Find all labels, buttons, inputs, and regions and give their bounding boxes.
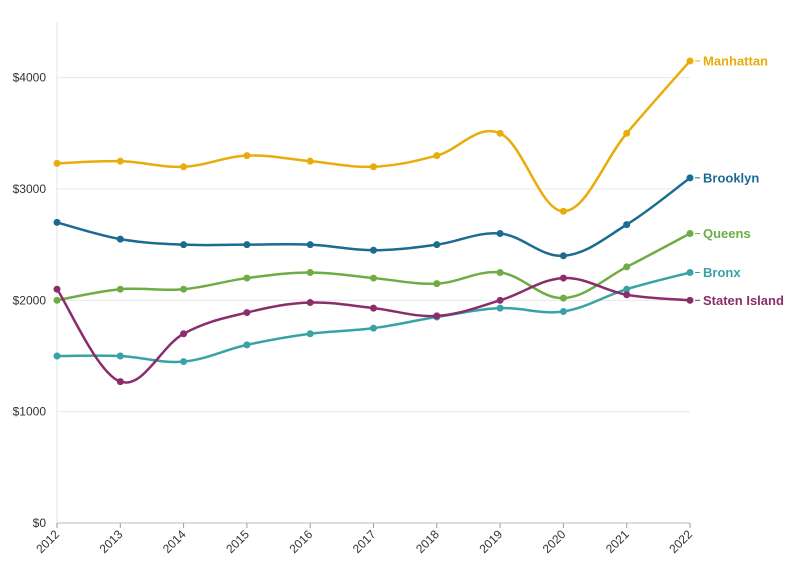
x-tick-label: 2022 <box>666 527 695 556</box>
data-point-brooklyn <box>306 241 314 249</box>
series-line-staten-island <box>55 276 692 384</box>
series-label-manhattan: Manhattan <box>703 53 768 68</box>
data-point-manhattan <box>686 57 694 65</box>
data-point-manhattan <box>306 157 314 165</box>
data-point-bronx <box>180 358 188 366</box>
series-brooklyn <box>53 174 694 260</box>
x-tick-label: 2018 <box>413 527 442 556</box>
series-bronx <box>53 269 694 366</box>
data-point-queens <box>180 285 188 293</box>
data-point-brooklyn <box>623 221 631 229</box>
series-line-manhattan <box>55 59 692 213</box>
data-point-queens <box>306 269 314 276</box>
data-point-queens <box>559 294 567 302</box>
data-point-manhattan <box>370 163 377 171</box>
data-point-brooklyn <box>116 235 124 243</box>
data-point-staten-island <box>180 330 188 338</box>
data-point-queens <box>623 263 631 271</box>
data-point-brooklyn <box>243 241 251 249</box>
data-point-manhattan <box>496 129 504 137</box>
data-point-brooklyn <box>686 174 694 182</box>
series-label-queens: Queens <box>703 226 751 241</box>
series-queens <box>53 230 694 304</box>
data-point-staten-island <box>559 274 567 282</box>
data-point-staten-island <box>243 309 251 317</box>
data-point-queens <box>370 274 377 282</box>
data-point-queens <box>53 296 61 304</box>
data-point-manhattan <box>559 207 567 215</box>
series-label-staten-island: Staten Island <box>703 293 784 308</box>
data-point-bronx <box>53 352 61 360</box>
data-point-brooklyn <box>559 252 567 260</box>
data-point-staten-island <box>116 378 124 386</box>
series-labels: Manhattan Brooklyn Queens Bronx Staten Islan… <box>695 53 784 308</box>
x-tick-label: 2020 <box>540 527 569 556</box>
data-point-bronx <box>559 307 567 315</box>
data-point-bronx <box>496 304 504 312</box>
data-point-bronx <box>686 269 694 276</box>
data-point-staten-island <box>53 285 61 293</box>
data-point-manhattan <box>623 129 631 137</box>
x-tick-label: 2021 <box>603 527 632 556</box>
data-point-queens <box>116 285 124 293</box>
x-tick-label: 2017 <box>350 527 379 556</box>
data-point-manhattan <box>243 152 251 160</box>
data-point-bronx <box>370 324 377 332</box>
data-point-manhattan <box>433 152 441 160</box>
series-label-brooklyn: Brooklyn <box>703 170 759 185</box>
y-tick-label: $2000 <box>13 293 47 307</box>
y-tick-label: $4000 <box>13 71 47 85</box>
gridlines <box>57 77 690 413</box>
data-point-staten-island <box>433 312 441 320</box>
y-tick-label: $0 <box>33 516 47 530</box>
series-staten-island <box>53 274 694 386</box>
data-point-bronx <box>116 352 124 360</box>
x-tick-label: 2013 <box>97 527 126 556</box>
data-point-brooklyn <box>370 246 377 254</box>
data-point-queens <box>496 269 504 276</box>
data-point-bronx <box>243 341 251 349</box>
data-point-manhattan <box>116 157 124 165</box>
data-point-brooklyn <box>180 241 188 249</box>
data-point-queens <box>686 230 694 238</box>
data-point-staten-island <box>370 304 377 312</box>
data-point-staten-island <box>686 296 694 304</box>
data-point-queens <box>243 274 251 282</box>
x-tick-label: 2019 <box>476 527 505 556</box>
x-tick-label: 2012 <box>33 527 62 556</box>
data-point-staten-island <box>496 296 504 304</box>
series-line-brooklyn <box>55 176 692 258</box>
data-point-brooklyn <box>433 241 441 249</box>
data-point-bronx <box>623 285 631 293</box>
series-lines <box>53 57 694 386</box>
data-point-manhattan <box>53 159 61 167</box>
data-point-manhattan <box>180 163 188 171</box>
series-manhattan <box>53 57 694 215</box>
data-point-brooklyn <box>496 230 504 238</box>
series-label-bronx: Bronx <box>703 265 741 280</box>
x-tick-label: 2015 <box>223 527 252 556</box>
data-point-staten-island <box>306 299 314 307</box>
data-point-staten-island <box>623 291 631 299</box>
data-point-brooklyn <box>53 218 61 226</box>
data-point-queens <box>433 280 441 288</box>
x-tick-label: 2014 <box>160 527 189 556</box>
y-tick-label: $3000 <box>13 182 47 196</box>
y-tick-label: $1000 <box>13 405 47 419</box>
x-tick-label: 2016 <box>287 527 316 556</box>
data-point-bronx <box>306 330 314 338</box>
